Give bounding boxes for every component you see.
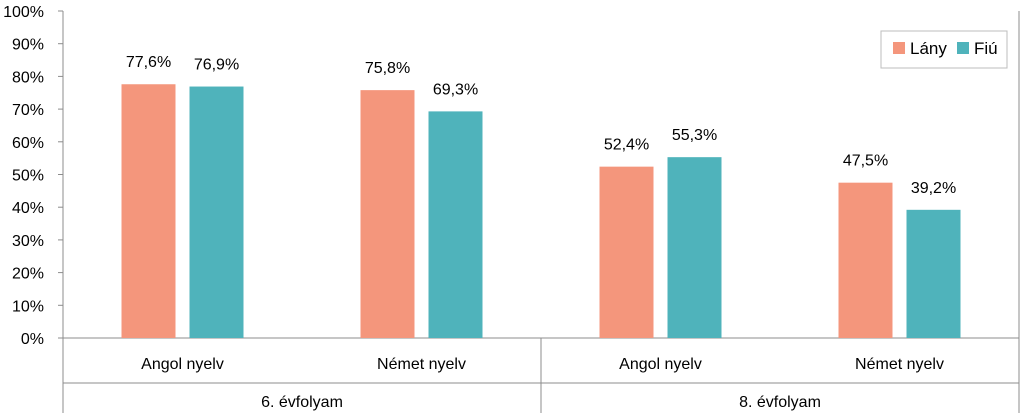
bar-lany (121, 84, 176, 338)
category-label: Német nyelv (855, 356, 944, 373)
data-label: 52,4% (604, 137, 649, 154)
category-label: Angol nyelv (619, 356, 702, 373)
y-tick-label: 50% (12, 168, 44, 185)
data-label: 47,5% (843, 153, 888, 170)
y-tick-label: 10% (12, 298, 44, 315)
y-tick-label: 70% (12, 102, 44, 119)
group-label: 8. évfolyam (739, 394, 821, 411)
legend-swatch-fiu (957, 42, 969, 54)
y-tick-label: 60% (12, 135, 44, 152)
y-tick-label: 90% (12, 37, 44, 54)
legend-label-lany: Lány (910, 39, 947, 58)
data-label: 39,2% (911, 180, 956, 197)
bar-lany (599, 166, 654, 338)
y-tick-label: 20% (12, 266, 44, 283)
bar-fiu (428, 111, 483, 338)
bar-lany (360, 90, 415, 338)
y-axis-ticks: 0% 10% 20% 30% 40% 50% 60% 70% 80% 90% 100% (3, 4, 63, 348)
category-label: Angol nyelv (141, 356, 224, 373)
y-tick-label: 80% (12, 69, 44, 86)
data-label: 69,3% (433, 81, 478, 98)
group-label: 6. évfolyam (261, 394, 343, 411)
y-tick-label: 30% (12, 233, 44, 250)
category-labels: Angol nyelv Német nyelv Angol nyelv Német n… (141, 356, 944, 373)
data-label: 77,6% (126, 54, 171, 71)
y-tick-label: 0% (21, 331, 44, 348)
data-label: 75,8% (365, 60, 410, 77)
bar-fiu (667, 157, 722, 338)
group-labels: 6. évfolyam 8. évfolyam (261, 394, 821, 411)
bar-fiu (906, 209, 961, 338)
bar-fiu (189, 86, 244, 338)
category-label: Német nyelv (377, 356, 466, 373)
legend: Lány Fiú (880, 30, 1008, 69)
bars (121, 84, 961, 338)
data-label: 55,3% (672, 127, 717, 144)
value-labels: 77,6% 76,9% 75,8% 69,3% 52,4% 55,3% 47,5% 39,2% (126, 54, 956, 197)
legend-swatch-lany (893, 42, 905, 54)
y-tick-label: 100% (3, 4, 44, 21)
legend-label-fiu: Fiú (974, 39, 998, 58)
data-label: 76,9% (194, 57, 239, 74)
bar-lany (838, 182, 893, 338)
y-tick-label: 40% (12, 200, 44, 217)
